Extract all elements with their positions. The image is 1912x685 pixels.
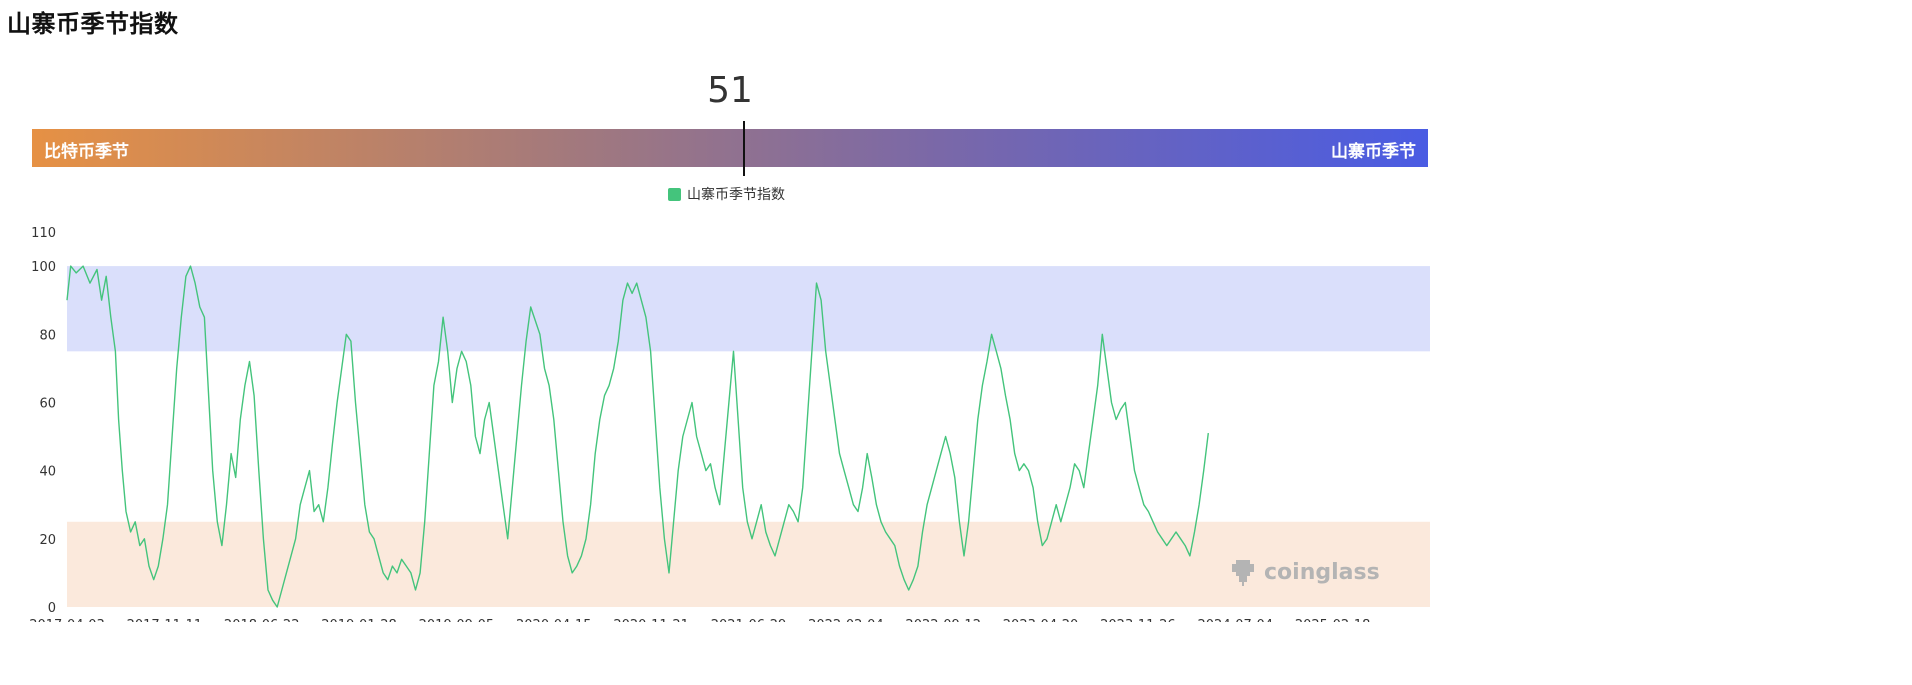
y-tick-label: 110 — [31, 226, 56, 241]
y-tick-label: 40 — [39, 465, 56, 480]
x-tick-label: 2017-04-03 — [29, 618, 105, 622]
x-tick-label: 2024-07-04 — [1198, 618, 1274, 622]
gauge-bar: 比特币季节 山寨币季节 — [32, 129, 1428, 167]
gauge-label-altcoin: 山寨币季节 — [1331, 142, 1416, 162]
x-tick-label: 2019-09-05 — [419, 618, 495, 622]
x-tick-label: 2022-02-04 — [808, 618, 884, 622]
y-tick-label: 60 — [39, 396, 56, 411]
x-tick-label: 2019-01-28 — [321, 618, 397, 622]
band-bitcoin-season — [67, 521, 1430, 607]
legend-label: 山寨币季节指数 — [687, 187, 785, 203]
gauge-label-bitcoin: 比特币季节 — [44, 142, 129, 162]
legend-swatch — [668, 187, 681, 201]
altcoin-season-card: 山寨币季节指数 51 比特币季节 山寨币季节 山寨币季节指数 0 20 40 60 80… — [0, 0, 1434, 622]
x-tick-label: 2023-11-26 — [1100, 618, 1176, 622]
x-tick-label: 2020-11-21 — [613, 618, 689, 622]
gauge-value: 51 — [707, 70, 753, 111]
y-tick-label: 80 — [39, 328, 56, 343]
x-tick-label: 2025-02-18 — [1295, 618, 1371, 622]
watermark: coinglass — [1228, 556, 1380, 588]
page-title: 山寨币季节指数 — [7, 10, 179, 38]
y-tick-label: 0 — [48, 601, 56, 616]
x-tick-label: 2020-04-15 — [516, 618, 592, 622]
band-altcoin-season — [67, 266, 1430, 352]
x-tick-label: 2018-06-22 — [224, 618, 300, 622]
x-tick-label: 2023-04-20 — [1003, 618, 1079, 622]
legend[interactable]: 山寨币季节指数 — [668, 184, 785, 204]
y-tick-label: 20 — [39, 533, 56, 548]
series-line — [66, 265, 1209, 608]
gauge-marker — [742, 121, 745, 176]
x-tick-label: 2022-09-12 — [905, 618, 981, 622]
coinglass-logo-icon — [1232, 560, 1254, 586]
x-tick-label: 2017-11-11 — [127, 618, 203, 622]
watermark-text: coinglass — [1264, 559, 1380, 585]
y-tick-label: 100 — [31, 260, 56, 275]
x-tick-label: 2021-06-29 — [711, 618, 787, 622]
line-chart[interactable]: 0 20 40 60 80 100 110 2017-04-03 2017-11-11 2018-… — [0, 0, 1434, 622]
